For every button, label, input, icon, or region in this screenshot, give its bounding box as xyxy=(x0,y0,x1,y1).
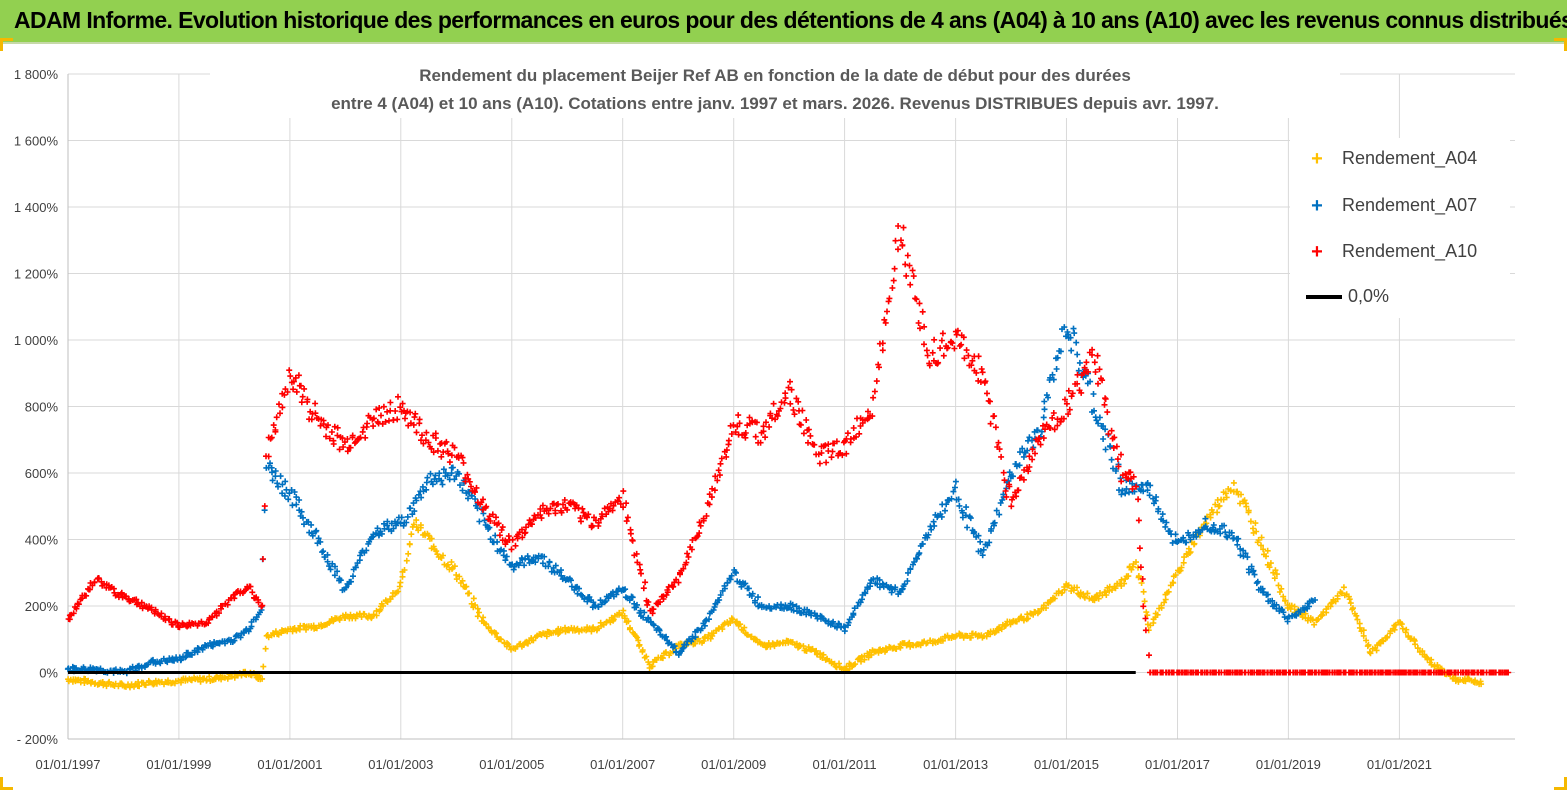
y-tick-label: 1 600% xyxy=(14,134,59,149)
y-tick-label: 600% xyxy=(25,466,59,481)
y-tick-label: 800% xyxy=(25,400,59,415)
plus-marker-icon: + xyxy=(1311,148,1323,170)
legend-item-a04: + Rendement_A04 xyxy=(1290,144,1510,174)
legend-item-zero: 0,0% xyxy=(1290,282,1510,312)
corner-marker-bottom-right xyxy=(1554,777,1567,790)
y-tick-label: 0% xyxy=(39,666,58,681)
chart-legend: + Rendement_A04 + Rendement_A07 + Rendem… xyxy=(1290,138,1510,318)
y-tick-label: 400% xyxy=(25,533,59,548)
series-rendement-a10 xyxy=(65,223,1512,676)
x-tick-label: 01/01/2013 xyxy=(923,757,988,772)
x-tick-label: 01/01/2005 xyxy=(479,757,544,772)
y-tick-label: 1 000% xyxy=(14,333,59,348)
legend-item-a07: + Rendement_A07 xyxy=(1290,191,1510,221)
x-tick-label: 01/01/2009 xyxy=(701,757,766,772)
header-banner: ADAM Informe. Evolution historique des p… xyxy=(0,0,1567,44)
x-tick-label: 01/01/1999 xyxy=(146,757,211,772)
line-marker-icon xyxy=(1306,295,1342,299)
y-tick-label: 1 400% xyxy=(14,200,59,215)
y-tick-label: 1 200% xyxy=(14,267,59,282)
series-points xyxy=(65,479,1485,691)
legend-label: 0,0% xyxy=(1348,286,1390,306)
series-points xyxy=(65,223,1512,676)
y-axis: - 200% 0% 200% 400% 600% 800% 1 000% 1 200% 1 40… xyxy=(14,67,59,747)
x-axis: 01/01/1997 01/01/1999 01/01/2001 01/01/2003… xyxy=(35,757,1431,772)
corner-marker-bottom-left xyxy=(0,777,13,790)
legend-item-a10: + Rendement_A10 xyxy=(1290,237,1510,267)
legend-label: Rendement_A07 xyxy=(1342,195,1478,215)
page-title: ADAM Informe. Evolution historique des p… xyxy=(14,7,1567,33)
x-tick-label: 01/01/2017 xyxy=(1145,757,1210,772)
plus-marker-icon: + xyxy=(1311,195,1323,217)
plus-marker-icon: + xyxy=(1311,241,1323,263)
chart-title: Rendement du placement Beijer Ref AB en … xyxy=(210,62,1340,118)
y-tick-label: - 200% xyxy=(17,732,59,747)
series-rendement-a07 xyxy=(64,324,1318,677)
legend-label: Rendement_A04 xyxy=(1342,148,1478,168)
x-tick-label: 01/01/2003 xyxy=(368,757,433,772)
legend-label: Rendement_A10 xyxy=(1342,241,1478,261)
x-tick-label: 01/01/2001 xyxy=(257,757,322,772)
chart-title-line-2: entre 4 (A04) et 10 ans (A10). Cotations… xyxy=(331,94,1219,113)
x-tick-label: 01/01/2019 xyxy=(1256,757,1321,772)
series-points xyxy=(64,324,1318,677)
series-rendement-a04 xyxy=(65,479,1485,691)
chart-title-line-1: Rendement du placement Beijer Ref AB en … xyxy=(419,66,1131,85)
x-tick-label: 01/01/2007 xyxy=(590,757,655,772)
corner-marker-top-left xyxy=(0,38,13,51)
x-tick-label: 01/01/1997 xyxy=(35,757,100,772)
y-tick-label: 1 800% xyxy=(14,67,59,82)
y-tick-label: 200% xyxy=(25,599,59,614)
x-tick-label: 01/01/2021 xyxy=(1367,757,1432,772)
corner-marker-top-right xyxy=(1554,38,1567,51)
x-tick-label: 01/01/2011 xyxy=(813,757,877,772)
x-tick-label: 01/01/2015 xyxy=(1034,757,1099,772)
